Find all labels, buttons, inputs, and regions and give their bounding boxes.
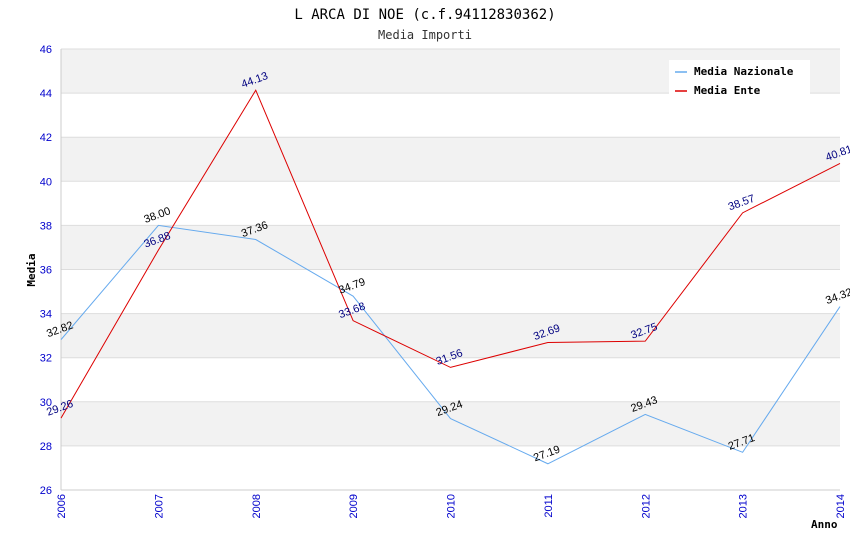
x-tick-label: 2006 [56,494,68,518]
x-tick-label: 2012 [640,494,652,518]
chart-subtitle: Media Importi [378,28,472,42]
legend-box [669,60,810,96]
x-axis-label: Anno [811,518,838,531]
y-tick-label: 32 [40,353,52,365]
y-tick-label: 30 [40,397,52,409]
chart-title: L ARCA DI NOE (c.f.94112830362) [294,7,555,23]
plot-band [61,93,840,138]
gridlines [60,48,840,491]
y-tick-label: 34 [40,309,52,321]
plot-band [61,357,840,402]
plot-band [61,313,840,358]
y-tick-label: 46 [40,44,52,56]
x-tick-label: 2007 [153,494,165,518]
legend: Media Nazionale Media Ente [669,60,810,97]
plot-band [61,181,840,226]
series-line-media-ente [60,89,841,419]
x-tick-label: 2009 [348,494,360,518]
x-tick-label: 2013 [738,494,750,518]
plot-band [61,401,840,446]
y-tick-label: 26 [40,485,52,497]
plot-band [61,137,840,182]
plot-band [61,445,840,490]
x-tick-label: 2008 [251,494,263,518]
y-tick-label: 40 [40,176,52,188]
plot-band [61,269,840,314]
series-line-media-nazionale [60,224,841,465]
series-lines [60,89,841,465]
y-tick-label: 42 [40,132,52,144]
legend-label-media-ente: Media Ente [694,84,761,97]
y-tick-label: 38 [40,220,52,232]
x-tick-label: 2010 [446,494,458,518]
plot-background [61,49,840,490]
y-tick-label: 44 [40,88,52,100]
y-tick-label: 36 [40,265,52,277]
y-axis-ticks: 26 28 30 32 34 36 38 40 42 44 46 [40,44,52,497]
legend-label-media-nazionale: Media Nazionale [694,65,794,78]
x-axis-ticks: 2006 2007 2008 2009 2010 2011 2012 2013 2014 [56,494,847,518]
plot-band [61,225,840,270]
x-tick-label: 2014 [835,494,847,518]
x-tick-label: 2011 [543,494,555,518]
y-axis-label: Media [25,253,38,286]
y-tick-label: 28 [40,441,52,453]
